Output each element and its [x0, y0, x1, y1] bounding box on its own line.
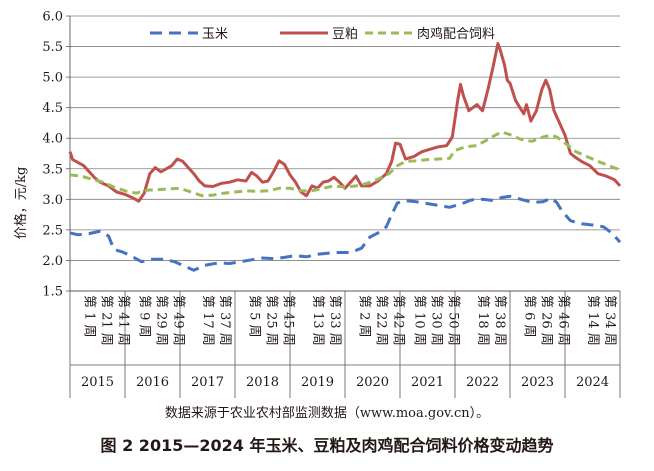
y-tick-label: 4.0 — [42, 132, 63, 147]
legend-label: 豆粕 — [332, 27, 358, 42]
week-label: 第 42 周 — [391, 295, 406, 346]
week-label: 第 2 周 — [357, 295, 372, 338]
week-label: 第 6 周 — [522, 295, 537, 338]
week-label: 第 38 周 — [492, 295, 507, 346]
week-label: 第 22 周 — [374, 295, 389, 346]
series-line-corn — [69, 194, 622, 272]
y-tick-label: 1.5 — [42, 285, 63, 300]
source-note: 数据来源于农业农村部监测数据（www.moa.gov.cn）。 — [164, 406, 490, 421]
week-label: 第 37 周 — [217, 295, 232, 346]
year-label: 2018 — [246, 375, 279, 390]
week-label: 第 14 周 — [585, 295, 600, 346]
legend-label: 肉鸡配合饲料 — [417, 26, 495, 42]
legend-label: 玉米 — [202, 27, 228, 42]
week-label: 第 5 周 — [247, 295, 262, 338]
week-label: 第 25 周 — [264, 295, 279, 346]
year-label: 2020 — [356, 375, 389, 390]
y-tick-label: 4.5 — [42, 101, 63, 116]
week-label: 第 41 周 — [116, 295, 131, 346]
week-label: 第 46 周 — [556, 295, 571, 346]
y-tick-label: 5.5 — [42, 40, 63, 55]
week-label: 第 50 周 — [446, 295, 461, 346]
y-tick-label: 3.0 — [42, 193, 63, 208]
series-line-soybean-meal — [68, 42, 622, 203]
week-label: 第 10 周 — [412, 295, 427, 346]
year-label: 2024 — [576, 375, 609, 390]
week-label: 第 17 周 — [200, 295, 215, 346]
week-label: 第 13 周 — [310, 295, 325, 346]
y-axis-label: 价格，元/kg — [13, 167, 29, 240]
week-label: 第 9 周 — [137, 295, 152, 338]
year-label: 2017 — [191, 375, 224, 390]
week-label: 第 45 周 — [281, 295, 296, 346]
grid-layer — [70, 15, 620, 292]
x-axis: 2015 2016 2017 2018 2019 2020 2021 2022 2023 2024… — [69, 290, 621, 398]
week-label: 第 49 周 — [171, 295, 186, 346]
series-line-broiler-feed — [69, 130, 621, 198]
week-label: 第 26 周 — [539, 295, 554, 346]
year-label: 2022 — [466, 375, 499, 390]
legend: 玉米 豆粕 肉鸡配合饲料 — [150, 26, 495, 42]
week-label: 第 33 周 — [327, 295, 342, 346]
year-label: 2021 — [411, 375, 444, 390]
week-label: 第 1 周 — [82, 295, 97, 338]
figure-caption: 图 2 2015—2024 年玉米、豆粕及肉鸡配合饲料价格变动趋势 — [100, 436, 554, 455]
year-label: 2015 — [81, 375, 114, 390]
y-tick-label: 2.0 — [42, 254, 63, 269]
week-label: 第 21 周 — [99, 295, 114, 346]
week-label: 第 34 周 — [602, 295, 617, 346]
y-tick-label: 6.0 — [42, 10, 63, 25]
week-label: 第 29 周 — [154, 295, 169, 346]
week-label: 第 30 周 — [429, 295, 444, 346]
y-axis-ticks: 1.5 2.0 2.5 3.0 3.5 4.0 4.5 5.0 5.5 6.0 — [42, 10, 71, 300]
y-tick-label: 3.5 — [42, 162, 63, 177]
year-label: 2016 — [136, 375, 169, 390]
week-label: 第 18 周 — [475, 295, 490, 346]
y-tick-label: 2.5 — [42, 223, 63, 238]
year-label: 2023 — [521, 375, 554, 390]
series-layer — [68, 42, 622, 272]
y-tick-label: 5.0 — [42, 71, 63, 86]
year-label: 2019 — [301, 375, 334, 390]
